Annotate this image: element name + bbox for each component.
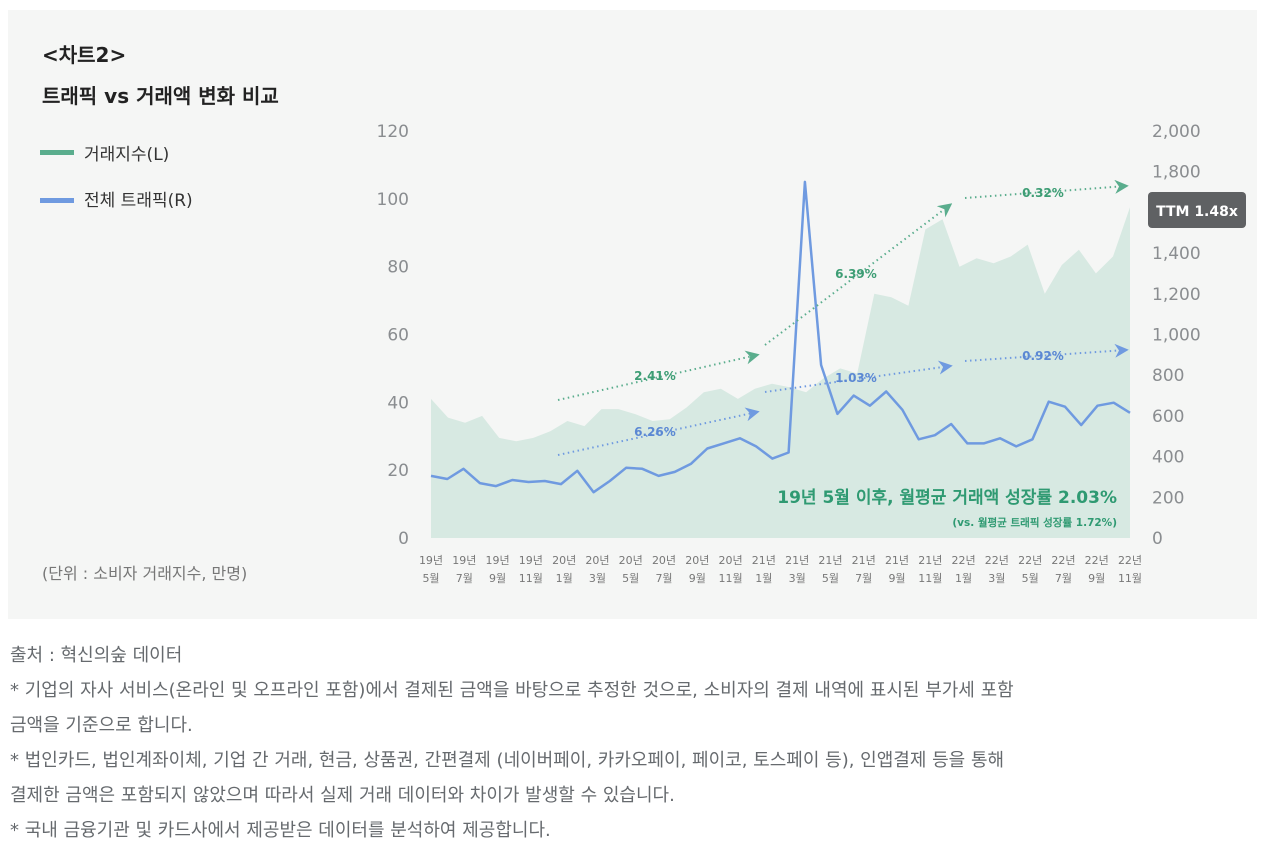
x-axis-tick-label: 1월 (955, 572, 972, 585)
x-axis-tick-label: 5월 (1022, 572, 1039, 585)
trend-label-traffic-3: 0.92% (1022, 349, 1064, 363)
x-axis-tick-label: 21년 (918, 554, 942, 567)
x-axis-tick-label: 20년 (652, 554, 676, 567)
left-axis: 0 20 40 60 80 100 120 (377, 122, 409, 549)
trend-label-traffic-2: 1.03% (835, 371, 877, 385)
unit-note: (단위 : 소비자 거래지수, 만명) (42, 564, 247, 583)
right-axis-tick-label: 1,800 (1152, 163, 1201, 183)
x-axis-tick-label: 3월 (988, 572, 1005, 585)
x-axis-tick-label: 5월 (622, 572, 639, 585)
x-axis-tick-label: 5월 (822, 572, 839, 585)
growth-headline: 19년 5월 이후, 월평균 거래액 성장률 2.03% (777, 487, 1117, 508)
x-axis-tick-label: 9월 (489, 572, 506, 585)
x-axis-tick-label: 7월 (655, 572, 672, 585)
x-axis-tick-label: 7월 (1055, 572, 1072, 585)
x-axis-tick-label: 21년 (852, 554, 876, 567)
trend-label-traffic-1: 6.26% (634, 425, 676, 439)
x-axis-tick-label: 20년 (552, 554, 576, 567)
trend-arrow-traffic-2 (764, 360, 953, 393)
chart-title: 트래픽 vs 거래액 변화 비교 (42, 84, 279, 108)
right-axis-tick-label: 1,200 (1152, 285, 1201, 305)
series-area-trade-index (431, 207, 1130, 539)
footnote-line: * 국내 금융기관 및 카드사에서 제공받은 데이터를 분석하여 제공합니다. (10, 820, 551, 841)
x-axis-tick-label: 21년 (785, 554, 809, 567)
x-axis-tick-label: 9월 (1088, 572, 1105, 585)
left-axis-tick-label: 0 (398, 529, 409, 549)
ttm-badge-bg (1148, 192, 1246, 228)
x-axis-tick-label: 22년 (952, 554, 976, 567)
trend-label-trade-2: 6.39% (835, 267, 877, 281)
x-axis: 19년 5월 19년 7월 19년 9월 19년 11월 20년 1월 20년 3월 20년 5월 20년 7… (419, 554, 1142, 585)
legend-swatch-trade (40, 150, 74, 155)
trend-arrow-trade-2 (764, 203, 953, 346)
x-axis-tick-label: 11월 (1118, 572, 1142, 585)
trend-arrow-trade-1 (557, 350, 760, 401)
x-axis-tick-label: 1월 (755, 572, 772, 585)
x-axis-tick-label: 9월 (888, 572, 905, 585)
ttm-badge-label: TTM 1.48x (1156, 204, 1238, 220)
x-axis-tick-label: 20년 (619, 554, 643, 567)
ttm-badge: TTM 1.48x (1148, 192, 1246, 228)
right-axis-tick-label: 400 (1152, 448, 1184, 468)
x-axis-tick-label: 3월 (789, 572, 806, 585)
footnotes: 출처 : 혁신의숲 데이터 * 기업의 자사 서비스(온라인 및 오프라인 포함… (10, 638, 1250, 848)
trend-label-trade-1: 2.41% (634, 369, 676, 383)
chart-canvas: <차트2> 트래픽 vs 거래액 변화 비교 거래지수(L) 전체 트래픽(R)… (40, 43, 1246, 585)
x-axis-tick-label: 21년 (818, 554, 842, 567)
x-axis-tick-label: 22년 (985, 554, 1009, 567)
x-axis-tick-label: 22년 (1018, 554, 1042, 567)
legend-swatch-traffic (40, 198, 74, 203)
left-axis-tick-label: 60 (387, 326, 409, 346)
trend-arrows (557, 179, 1129, 456)
trend-arrow-traffic-3 (964, 343, 1129, 362)
right-axis-tick-label: 1,000 (1152, 326, 1201, 346)
x-axis-tick-label: 11월 (519, 572, 543, 585)
right-axis-tick-label: 800 (1152, 366, 1184, 386)
right-axis-tick-label: 1,400 (1152, 244, 1201, 264)
series-line-total-traffic (430, 180, 1131, 494)
right-axis-tick-label: 2,000 (1152, 122, 1201, 142)
source-note: 출처 : 혁신의숲 데이터 (10, 645, 183, 666)
legend-label-traffic: 전체 트래픽(R) (84, 191, 193, 211)
left-axis-tick-label: 20 (387, 461, 409, 481)
right-axis: 02004006008001,0001,2001,4001,6001,8002,… (1152, 122, 1201, 549)
x-axis-tick-label: 3월 (589, 572, 606, 585)
x-axis-tick-label: 20년 (685, 554, 709, 567)
footnote-line: 결제한 금액은 포함되지 않았으며 따라서 실제 거래 데이터와 차이가 발생할… (10, 785, 675, 806)
x-axis-tick-label: 20년 (585, 554, 609, 567)
left-axis-tick-label: 100 (377, 190, 409, 210)
x-axis-tick-label: 7월 (456, 572, 473, 585)
x-axis-tick-label: 9월 (689, 572, 706, 585)
right-axis-tick-label: 200 (1152, 488, 1184, 508)
x-axis-tick-label: 21년 (885, 554, 909, 567)
left-axis-tick-label: 120 (377, 122, 409, 142)
x-axis-tick-label: 22년 (1051, 554, 1075, 567)
x-axis-tick-label: 21년 (752, 554, 776, 567)
x-axis-tick-label: 19년 (519, 554, 543, 567)
left-axis-tick-label: 80 (387, 258, 409, 278)
footnote-line: * 기업의 자사 서비스(온라인 및 오프라인 포함)에서 결제된 금액을 바탕… (10, 680, 1014, 701)
left-axis-tick-label: 40 (387, 393, 409, 413)
x-axis-tick-label: 19년 (419, 554, 443, 567)
x-axis-tick-label: 19년 (452, 554, 476, 567)
x-axis-tick-label: 22년 (1085, 554, 1109, 567)
right-axis-tick-label: 0 (1152, 529, 1163, 549)
trend-label-trade-3: 0.32% (1022, 186, 1064, 200)
x-axis-tick-label: 1월 (556, 572, 573, 585)
growth-subheadline: (vs. 월평균 트래픽 성장률 1.72%) (952, 516, 1117, 529)
x-axis-tick-label: 11월 (719, 572, 743, 585)
footnote-line: 금액을 기준으로 합니다. (10, 715, 193, 736)
footnote-line: * 법인카드, 법인계좌이체, 기업 간 거래, 현금, 상품권, 간편결제 (… (10, 750, 1005, 771)
x-axis-tick-label: 20년 (719, 554, 743, 567)
x-axis-tick-label: 11월 (918, 572, 942, 585)
x-axis-tick-label: 19년 (486, 554, 510, 567)
x-axis-tick-label: 22년 (1118, 554, 1142, 567)
trend-arrow-trade-3 (964, 179, 1129, 199)
legend-label-trade: 거래지수(L) (84, 145, 169, 165)
x-axis-tick-label: 7월 (855, 572, 872, 585)
chart-label: <차트2> (42, 43, 126, 67)
right-axis-tick-label: 600 (1152, 407, 1184, 427)
x-axis-tick-label: 5월 (422, 572, 439, 585)
legend: 거래지수(L) 전체 트래픽(R) (40, 145, 193, 211)
